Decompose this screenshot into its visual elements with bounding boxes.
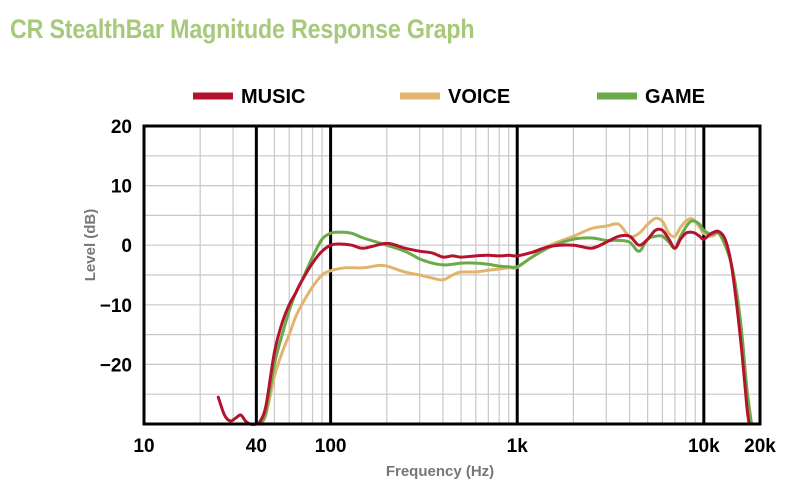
y-tick-label: 10 bbox=[111, 177, 132, 198]
series-line-game bbox=[258, 219, 753, 426]
x-tick-label: 10 bbox=[133, 436, 154, 457]
legend-label: GAME bbox=[645, 86, 705, 108]
x-tick-label: 1k bbox=[507, 436, 529, 457]
legend-item-music: MUSIC bbox=[193, 86, 305, 108]
series-line-music bbox=[216, 227, 751, 426]
legend-item-game: GAME bbox=[597, 86, 705, 108]
legend-label: VOICE bbox=[448, 86, 510, 108]
y-tick-labels: 20 10 0 −10 −20 bbox=[100, 117, 132, 376]
y-tick-label: −20 bbox=[100, 355, 132, 376]
chart-title: CR StealthBar Magnitude Response Graph bbox=[10, 14, 475, 44]
grid-major bbox=[254, 126, 706, 424]
series-line-voice bbox=[258, 216, 753, 426]
legend: MUSIC VOICE GAME bbox=[193, 86, 705, 108]
x-tick-label: 40 bbox=[246, 436, 267, 457]
plot-frame bbox=[142, 124, 762, 426]
y-tick-label: −10 bbox=[100, 296, 132, 317]
x-tick-labels: 10 40 100 1k 10k 20k bbox=[133, 436, 776, 457]
x-tick-label: 20k bbox=[744, 436, 776, 457]
x-tick-label: 100 bbox=[315, 436, 347, 457]
y-tick-label: 20 bbox=[111, 117, 132, 138]
legend-item-voice: VOICE bbox=[400, 86, 510, 108]
x-tick-label: 10k bbox=[688, 436, 720, 457]
series-lines bbox=[216, 216, 753, 426]
x-axis-title: Frequency (Hz) bbox=[386, 463, 494, 480]
y-tick-label: 0 bbox=[121, 236, 132, 257]
legend-label: MUSIC bbox=[241, 86, 305, 108]
y-axis-title: Level (dB) bbox=[82, 209, 99, 282]
grid-horizontal bbox=[144, 155, 760, 395]
